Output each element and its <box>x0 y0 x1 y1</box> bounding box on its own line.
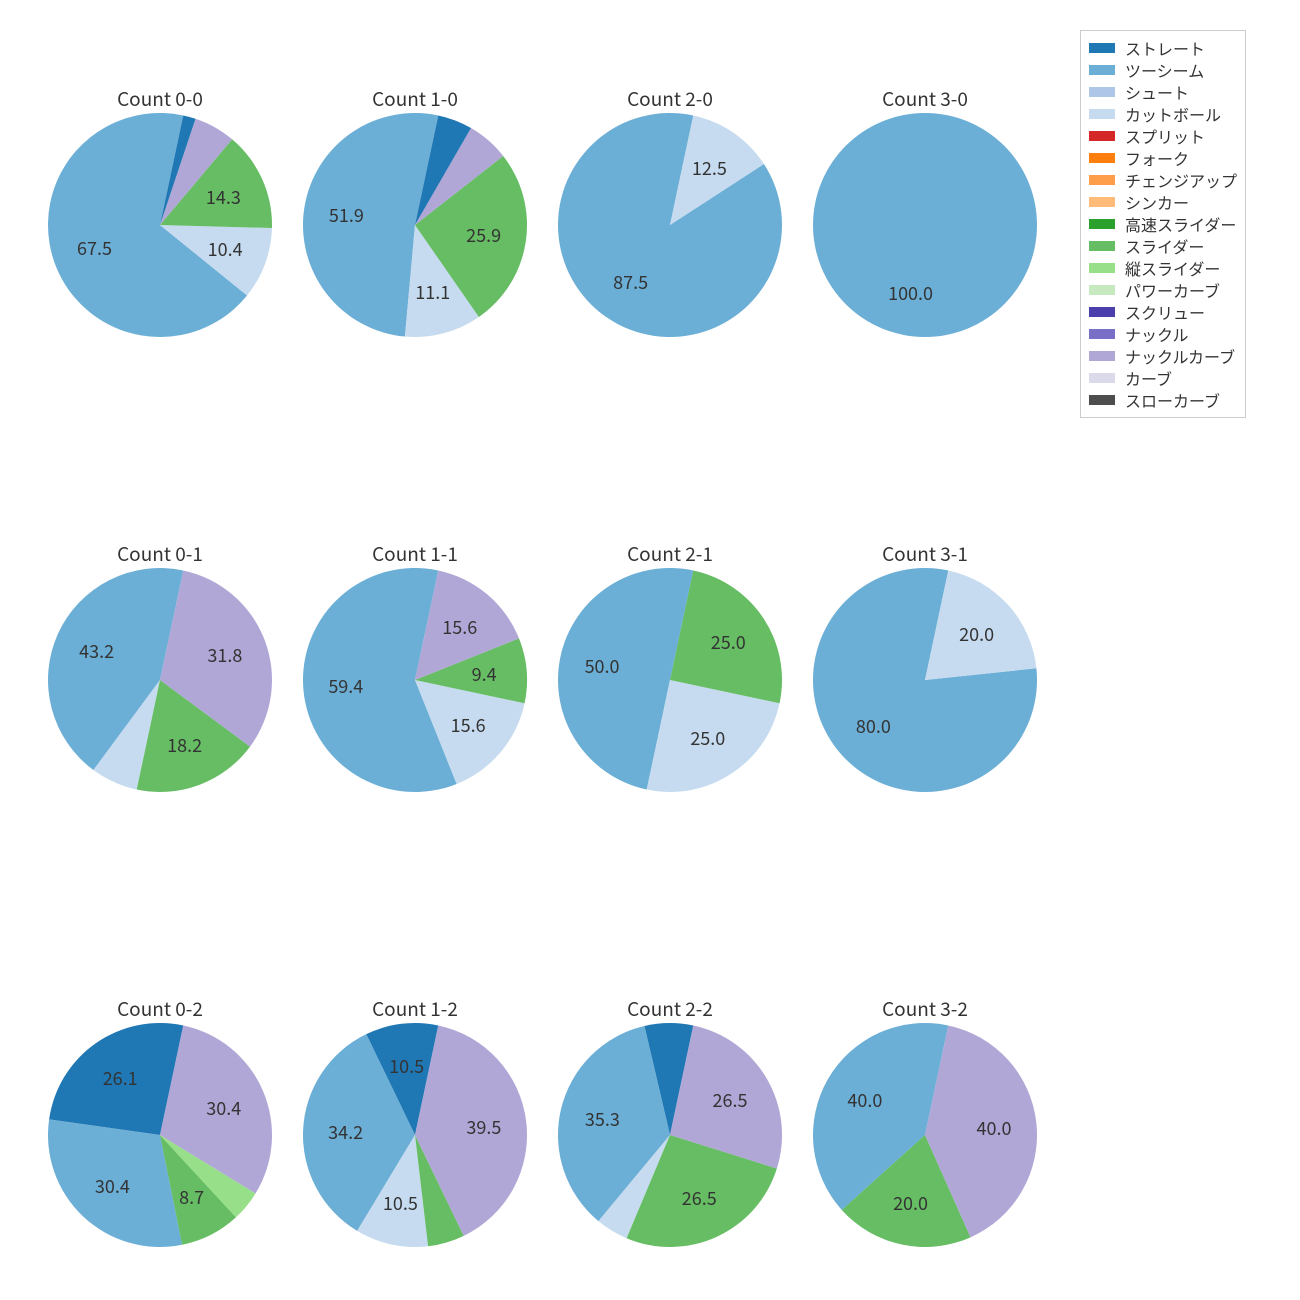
legend-swatch <box>1089 219 1115 229</box>
legend-item: ツーシーム <box>1089 59 1237 81</box>
legend-item: スライダー <box>1089 235 1237 257</box>
legend-swatch <box>1089 175 1115 185</box>
legend-item: スクリュー <box>1089 301 1237 323</box>
pie-slice <box>813 113 1037 337</box>
legend-label: パワーカーブ <box>1125 278 1220 302</box>
pie-chart <box>811 111 1039 339</box>
legend-item: ストレート <box>1089 37 1237 59</box>
legend-item: カットボール <box>1089 103 1237 125</box>
legend-swatch <box>1089 241 1115 251</box>
pie-title: Count 0-0 <box>117 85 203 112</box>
legend-item: パワーカーブ <box>1089 279 1237 301</box>
legend-item: ナックル <box>1089 323 1237 345</box>
legend-swatch <box>1089 351 1115 361</box>
chart-stage: ストレートツーシームシュートカットボールスプリットフォークチェンジアップシンカー… <box>0 0 1300 1300</box>
pie-chart <box>46 1021 274 1249</box>
legend-label: スライダー <box>1125 234 1204 258</box>
legend-item: ナックルカーブ <box>1089 345 1237 367</box>
pie-title: Count 3-0 <box>882 85 968 112</box>
pie-chart <box>301 1021 529 1249</box>
pie-chart <box>301 111 529 339</box>
legend-label: スクリュー <box>1125 300 1205 324</box>
pie-title: Count 3-1 <box>882 540 968 567</box>
pie-chart <box>556 566 784 794</box>
legend-item: 縦スライダー <box>1089 257 1237 279</box>
legend-swatch <box>1089 395 1115 405</box>
legend-item: カーブ <box>1089 367 1237 389</box>
pie-chart <box>46 111 274 339</box>
pie-chart <box>556 1021 784 1249</box>
legend-swatch <box>1089 197 1115 207</box>
pie-chart <box>811 566 1039 794</box>
legend-swatch <box>1089 153 1115 163</box>
legend-label: スプリット <box>1125 124 1205 148</box>
pie-title: Count 2-2 <box>627 995 713 1022</box>
pie-title: Count 2-1 <box>627 540 713 567</box>
legend-swatch <box>1089 65 1115 75</box>
pie-chart <box>301 566 529 794</box>
legend-label: チェンジアップ <box>1125 168 1237 192</box>
pie-chart <box>46 566 274 794</box>
legend-label: スローカーブ <box>1125 388 1220 412</box>
pie-title: Count 1-0 <box>372 85 458 112</box>
legend-swatch <box>1089 307 1115 317</box>
pie-title: Count 1-1 <box>372 540 458 567</box>
pie-title: Count 0-2 <box>117 995 203 1022</box>
legend-item: シンカー <box>1089 191 1237 213</box>
legend-item: スプリット <box>1089 125 1237 147</box>
pie-slice <box>49 1023 183 1135</box>
legend: ストレートツーシームシュートカットボールスプリットフォークチェンジアップシンカー… <box>1080 30 1246 418</box>
legend-swatch <box>1089 131 1115 141</box>
legend-label: ナックルカーブ <box>1125 344 1235 368</box>
legend-item: 高速スライダー <box>1089 213 1237 235</box>
legend-swatch <box>1089 109 1115 119</box>
legend-swatch <box>1089 43 1115 53</box>
legend-swatch <box>1089 263 1115 273</box>
legend-label: ツーシーム <box>1125 58 1204 82</box>
legend-item: スローカーブ <box>1089 389 1237 411</box>
legend-item: フォーク <box>1089 147 1237 169</box>
legend-label: シンカー <box>1125 190 1189 214</box>
legend-swatch <box>1089 329 1115 339</box>
legend-swatch <box>1089 373 1115 383</box>
legend-swatch <box>1089 87 1115 97</box>
legend-label: ナックル <box>1125 322 1189 346</box>
legend-label: 高速スライダー <box>1125 212 1236 236</box>
pie-title: Count 1-2 <box>372 995 458 1022</box>
pie-title: Count 2-0 <box>627 85 713 112</box>
legend-label: 縦スライダー <box>1125 256 1220 280</box>
pie-title: Count 3-2 <box>882 995 968 1022</box>
pie-chart <box>556 111 784 339</box>
legend-item: チェンジアップ <box>1089 169 1237 191</box>
legend-swatch <box>1089 285 1115 295</box>
pie-chart <box>811 1021 1039 1249</box>
legend-label: ストレート <box>1125 36 1205 60</box>
legend-label: シュート <box>1125 80 1189 104</box>
legend-item: シュート <box>1089 81 1237 103</box>
legend-label: カットボール <box>1125 102 1221 126</box>
legend-label: カーブ <box>1125 366 1172 390</box>
legend-label: フォーク <box>1125 146 1189 170</box>
pie-title: Count 0-1 <box>117 540 203 567</box>
